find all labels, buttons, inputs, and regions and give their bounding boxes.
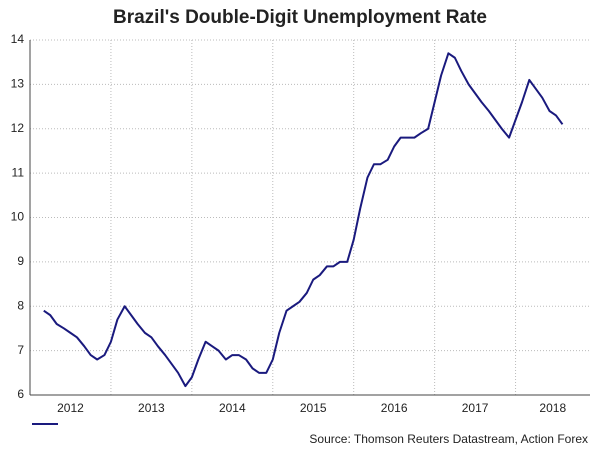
y-tick-label: 12 bbox=[11, 121, 25, 135]
y-tick-label: 14 bbox=[11, 32, 25, 46]
x-tick-label: 2012 bbox=[57, 401, 84, 415]
y-tick-label: 7 bbox=[17, 343, 24, 357]
x-tick-label: 2016 bbox=[381, 401, 408, 415]
y-tick-label: 9 bbox=[17, 254, 24, 268]
y-tick-label: 8 bbox=[17, 298, 24, 312]
x-tick-label: 2015 bbox=[300, 401, 327, 415]
x-tick-label: 2014 bbox=[219, 401, 246, 415]
x-tick-label: 2013 bbox=[138, 401, 165, 415]
y-tick-label: 13 bbox=[11, 77, 25, 91]
x-tick-label: 2017 bbox=[462, 401, 489, 415]
chart-title: Brazil's Double-Digit Unemployment Rate bbox=[113, 7, 487, 28]
y-tick-label: 11 bbox=[12, 165, 25, 179]
y-tick-label: 6 bbox=[17, 387, 24, 401]
line bbox=[43, 52, 564, 388]
y-tick-label: 10 bbox=[11, 210, 25, 224]
source: Source: Thomson Reuters Datastream, Acti… bbox=[309, 432, 588, 446]
x-tick-label: 2018 bbox=[539, 401, 566, 415]
